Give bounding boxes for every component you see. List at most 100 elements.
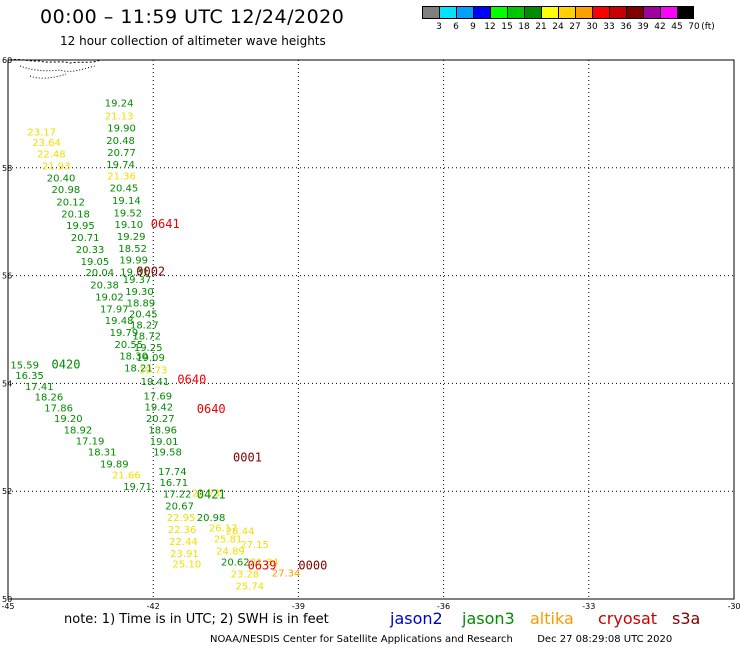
lon-tick-label: -45 xyxy=(1,602,14,611)
wave-height-value: 20.18 xyxy=(61,209,90,220)
wave-height-value: 21.93 xyxy=(42,161,71,172)
lon-tick-label: -33 xyxy=(582,602,595,611)
scale-swatch xyxy=(456,6,473,19)
wave-height-value: 20.40 xyxy=(47,173,76,184)
wave-height-value: 19.01 xyxy=(150,437,179,448)
wave-height-value: 20.71 xyxy=(71,233,100,244)
satellite-legend-jason2: jason2 xyxy=(390,609,443,628)
scale-label: 70 xyxy=(688,22,700,32)
wave-height-value: 24.89 xyxy=(216,546,245,557)
scale-swatch xyxy=(524,6,541,19)
wave-height-value: 19.05 xyxy=(81,257,110,268)
lon-tick-label: -36 xyxy=(437,602,450,611)
wave-height-value: 20.33 xyxy=(76,245,105,256)
pass-time-value: 0421 xyxy=(197,488,226,502)
wave-height-value: 23.91 xyxy=(170,549,199,560)
pass-time-value: 0639 xyxy=(248,558,277,572)
wave-height-value: 18.96 xyxy=(148,426,177,437)
lon-tick-label: -42 xyxy=(147,602,160,611)
scale-swatch xyxy=(490,6,507,19)
scale-unit: (ft) xyxy=(701,22,715,32)
wave-height-value: 17.69 xyxy=(144,392,173,403)
wave-height-value: 19.79 xyxy=(110,328,139,339)
scale-label: 27 xyxy=(569,22,581,32)
wave-height-value: 20.27 xyxy=(146,414,175,425)
scale-swatch xyxy=(626,6,643,19)
satellite-legend-jason3: jason3 xyxy=(462,609,515,628)
lat-tick-label: 54 xyxy=(2,379,12,388)
pass-time-value: 0002 xyxy=(136,265,165,279)
scale-swatch xyxy=(643,6,660,19)
wave-height-value: 19.31 xyxy=(120,268,149,279)
satellite-legend-s3a: s3a xyxy=(672,609,701,628)
wave-height-value: 20.48 xyxy=(106,136,135,147)
wave-height-value: 20.98 xyxy=(197,513,226,524)
wave-height-value: 25.10 xyxy=(173,560,202,571)
wave-height-value: 19.90 xyxy=(107,124,136,135)
wave-height-value: 20.55 xyxy=(114,340,143,351)
pass-time-value: 0420 xyxy=(52,357,81,371)
wave-height-value: 18.27 xyxy=(130,320,159,331)
lat-tick-label: 60 xyxy=(2,56,12,65)
scale-label: 15 xyxy=(501,22,513,32)
wave-height-value: 18.21 xyxy=(124,364,153,375)
footer-credit: NOAA/NESDIS Center for Satellite Applica… xyxy=(210,634,672,645)
wave-height-value: 15.59 xyxy=(10,360,39,371)
wave-height-value: 19.99 xyxy=(119,256,148,267)
wave-height-value: 23.17 xyxy=(27,127,56,138)
wave-height-value: 18.52 xyxy=(118,244,147,255)
wave-height-value: 16.35 xyxy=(15,371,44,382)
wave-height-value: 22.44 xyxy=(169,537,198,548)
scale-swatch xyxy=(473,6,490,19)
wave-height-value: 27.34 xyxy=(272,568,301,579)
wave-height-value: 17.41 xyxy=(25,382,54,393)
lat-lon-grid xyxy=(7,59,735,600)
wave-height-value: 18.30 xyxy=(119,352,148,363)
wave-height-value: 17.22 xyxy=(163,490,192,501)
wave-height-labels: 19.2421.1319.9020.4820.7719.7421.3620.45… xyxy=(10,98,300,592)
wave-height-value: 19.71 xyxy=(123,482,152,493)
wave-height-value: 19.29 xyxy=(117,232,146,243)
scale-swatch xyxy=(660,6,677,19)
wave-height-value: 21.13 xyxy=(105,111,134,122)
scale-label: 9 xyxy=(470,22,476,32)
wave-height-value: 19.73 xyxy=(139,366,168,377)
scale-label: 33 xyxy=(603,22,615,32)
wave-height-value: 19.41 xyxy=(141,377,170,388)
wave-height-value: 19.30 xyxy=(125,287,154,298)
wave-height-value: 17.86 xyxy=(44,403,73,414)
lat-tick-label: 50 xyxy=(2,595,12,604)
color-scale-legend: 3 6 9 12 15 18 21 24 27 30 33 36 39 42 45 70 (ft) xyxy=(422,6,732,36)
scale-swatch xyxy=(507,6,524,19)
pass-time-value: 0640 xyxy=(177,372,206,386)
scale-swatch xyxy=(439,6,456,19)
wave-height-value: 23.64 xyxy=(32,138,61,149)
scale-swatch xyxy=(541,6,558,19)
lat-tick-label: 56 xyxy=(2,272,12,281)
wave-height-value: 20.45 xyxy=(110,184,139,195)
pass-time-value: 0641 xyxy=(151,217,180,231)
wave-height-value: 22.48 xyxy=(37,150,66,161)
wave-height-value: 23.28 xyxy=(231,569,260,580)
scale-swatch xyxy=(592,6,609,19)
map-title: 00:00 – 11:59 UTC 12/24/2020 xyxy=(40,6,345,28)
lon-tick-label: -30 xyxy=(727,602,740,611)
wave-height-value: 18.72 xyxy=(132,332,161,343)
satellite-legend-altika: altika xyxy=(530,609,574,628)
scale-label: 3 xyxy=(436,22,442,32)
wave-height-value: 20.45 xyxy=(129,310,158,321)
axis-tick-labels: -45 -42 -39 -36 -33 -30 60 58 56 54 52 50 xyxy=(1,56,740,611)
pass-time-value: 0000 xyxy=(298,558,327,572)
wave-height-value: 17.19 xyxy=(76,436,105,447)
wave-height-value: 21.36 xyxy=(107,172,136,183)
wave-height-value: 19.25 xyxy=(134,343,163,354)
scale-label: 45 xyxy=(671,22,683,32)
scale-label: 24 xyxy=(552,22,564,32)
wave-height-value: 19.10 xyxy=(114,220,143,231)
wave-height-value: 20.04 xyxy=(85,268,114,279)
pass-time-value: 0640 xyxy=(197,402,226,416)
pass-time-labels: 0641 0002 0420 0640 0640 0001 0421 0639 0000 xyxy=(52,217,328,572)
wave-height-value: 19.02 xyxy=(95,292,124,303)
lon-tick-label: -39 xyxy=(292,602,305,611)
